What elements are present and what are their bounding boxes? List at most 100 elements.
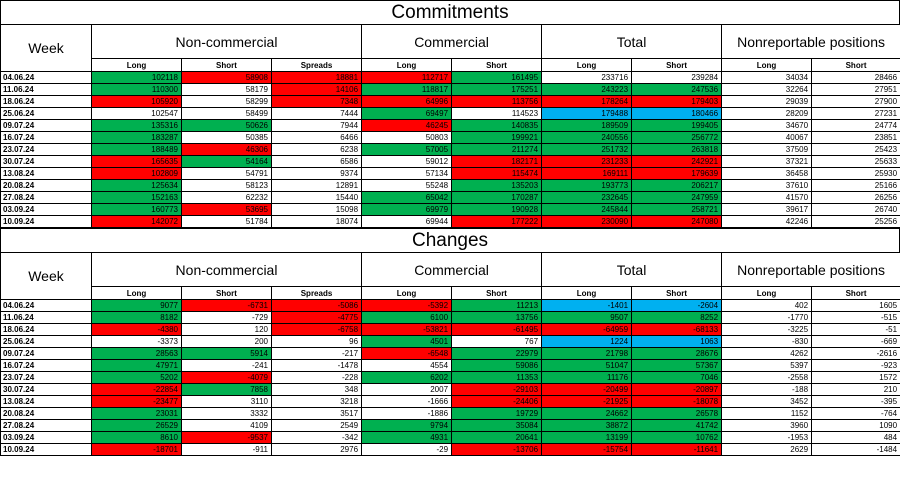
value-cell: 19729 bbox=[451, 407, 543, 420]
subheader-cell: Long bbox=[721, 286, 813, 300]
week-cell: 20.08.24 bbox=[0, 407, 92, 420]
value-cell: -53821 bbox=[361, 323, 453, 336]
value-cell: 348 bbox=[270, 383, 363, 396]
value-cell: 15440 bbox=[270, 191, 363, 204]
value-cell: 69979 bbox=[361, 203, 453, 216]
value-cell: 42246 bbox=[721, 215, 813, 228]
value-cell: 135316 bbox=[91, 119, 182, 132]
value-cell: -1484 bbox=[811, 443, 900, 456]
table-row: 30.07.24 -22854 7858 348 2007 -29103 -20499 -20… bbox=[0, 383, 900, 396]
value-cell: 4501 bbox=[361, 335, 453, 348]
value-cell: -15754 bbox=[541, 443, 633, 456]
value-cell: -29 bbox=[361, 443, 453, 456]
table-row: 13.08.24 -23477 3110 3218 -1666 -24406 -21925-… bbox=[0, 395, 900, 408]
subheader-cell: Spreads bbox=[270, 58, 363, 72]
value-cell: 2976 bbox=[270, 443, 363, 456]
value-cell: 26256 bbox=[811, 191, 900, 204]
value-cell: 2549 bbox=[270, 419, 363, 432]
week-cell: 25.06.24 bbox=[0, 335, 92, 348]
value-cell: 484 bbox=[811, 431, 900, 444]
header-week: Week bbox=[0, 252, 92, 300]
subheader-cell: Long bbox=[721, 58, 813, 72]
subheader-cell: Spreads bbox=[270, 286, 363, 300]
value-cell: 8182 bbox=[91, 311, 182, 324]
table-row: 20.08.24 23031 3332 3517 -1886 19729 24662 2657… bbox=[0, 407, 900, 420]
week-cell: 30.07.24 bbox=[0, 155, 92, 168]
value-cell: 32264 bbox=[721, 83, 813, 96]
value-cell: 46245 bbox=[361, 119, 453, 132]
value-cell: 55248 bbox=[361, 179, 453, 192]
week-cell: 30.07.24 bbox=[0, 383, 92, 396]
table-row: 18.06.24 105920 58299 7348 64996 113756 178264… bbox=[0, 95, 900, 108]
week-cell: 13.08.24 bbox=[0, 395, 92, 408]
week-cell: 27.08.24 bbox=[0, 191, 92, 204]
value-cell: 46306 bbox=[181, 143, 272, 156]
table-row: 18.06.24 -4380 120 -6758 -53821 -61495 -64959-… bbox=[0, 323, 900, 336]
value-cell: 23851 bbox=[811, 131, 900, 144]
week-cell: 25.06.24 bbox=[0, 107, 92, 120]
value-cell: 189509 bbox=[541, 119, 633, 132]
value-cell: 115474 bbox=[451, 167, 543, 180]
week-cell: 16.07.24 bbox=[0, 359, 92, 372]
value-cell: 142072 bbox=[91, 215, 182, 228]
value-cell: -2604 bbox=[631, 299, 723, 312]
value-cell: -669 bbox=[811, 335, 900, 348]
value-cell: 26740 bbox=[811, 203, 900, 216]
week-cell: 09.07.24 bbox=[0, 347, 92, 360]
table-row: 11.06.24 8182 -729 -4775 6100 13756 9507 8252 -1… bbox=[0, 311, 900, 324]
value-cell: 35084 bbox=[451, 419, 543, 432]
subheader-cell: Long bbox=[91, 58, 182, 72]
changes-body: 04.06.24 9077 -6731 -5086 -5392 11213 -1401 -26… bbox=[0, 299, 900, 456]
value-cell: 256772 bbox=[631, 131, 723, 144]
value-cell: -11641 bbox=[631, 443, 723, 456]
value-cell: 37321 bbox=[721, 155, 813, 168]
value-cell: -1666 bbox=[361, 395, 453, 408]
value-cell: 26529 bbox=[91, 419, 182, 432]
value-cell: 179403 bbox=[631, 95, 723, 108]
value-cell: -3373 bbox=[91, 335, 182, 348]
value-cell: 120 bbox=[181, 323, 272, 336]
value-cell: 38872 bbox=[541, 419, 633, 432]
value-cell: 34034 bbox=[721, 71, 813, 84]
value-cell: -68133 bbox=[631, 323, 723, 336]
table-row: 30.07.24 165635 54164 6586 59012 182171 231233… bbox=[0, 155, 900, 168]
table-row: 04.06.24 102118 58908 18881 112717 161495 2337… bbox=[0, 71, 900, 84]
value-cell: 57367 bbox=[631, 359, 723, 372]
value-cell: 102547 bbox=[91, 107, 182, 120]
section-title-changes: Changes bbox=[0, 228, 900, 252]
week-cell: 03.09.24 bbox=[0, 431, 92, 444]
value-cell: 4554 bbox=[361, 359, 453, 372]
value-cell: 5202 bbox=[91, 371, 182, 384]
commitments-body: 04.06.24 102118 58908 18881 112717 161495 2337… bbox=[0, 71, 900, 228]
value-cell: 3517 bbox=[270, 407, 363, 420]
value-cell: 169111 bbox=[541, 167, 633, 180]
value-cell: 1572 bbox=[811, 371, 900, 384]
value-cell: -2616 bbox=[811, 347, 900, 360]
value-cell: 161495 bbox=[451, 71, 543, 84]
week-cell: 18.06.24 bbox=[0, 323, 92, 336]
value-cell: 179488 bbox=[541, 107, 633, 120]
value-cell: -1770 bbox=[721, 311, 813, 324]
value-cell: 767 bbox=[451, 335, 543, 348]
value-cell: 110300 bbox=[91, 83, 182, 96]
table-row: 20.08.24 125634 58123 12891 55248 135203 19377… bbox=[0, 179, 900, 192]
value-cell: 18881 bbox=[270, 71, 363, 84]
value-cell: 14106 bbox=[270, 83, 363, 96]
value-cell: 6466 bbox=[270, 131, 363, 144]
value-cell: 2629 bbox=[721, 443, 813, 456]
week-cell: 03.09.24 bbox=[0, 203, 92, 216]
value-cell: 4931 bbox=[361, 431, 453, 444]
value-cell: 62232 bbox=[181, 191, 272, 204]
value-cell: 190928 bbox=[451, 203, 543, 216]
value-cell: -830 bbox=[721, 335, 813, 348]
value-cell: 51047 bbox=[541, 359, 633, 372]
table-row: 16.07.24 183287 50385 6466 50803 199921 240556… bbox=[0, 131, 900, 144]
value-cell: 65042 bbox=[361, 191, 453, 204]
subheader-cell: Long bbox=[91, 286, 182, 300]
header-nonreportable: Nonreportable positions bbox=[721, 24, 900, 59]
table-row: 10.09.24 -18701 -911 2976 -29 -13706 -15754 -11… bbox=[0, 443, 900, 456]
value-cell: 200 bbox=[181, 335, 272, 348]
value-cell: 4109 bbox=[181, 419, 272, 432]
week-cell: 10.09.24 bbox=[0, 443, 92, 456]
value-cell: -228 bbox=[270, 371, 363, 384]
